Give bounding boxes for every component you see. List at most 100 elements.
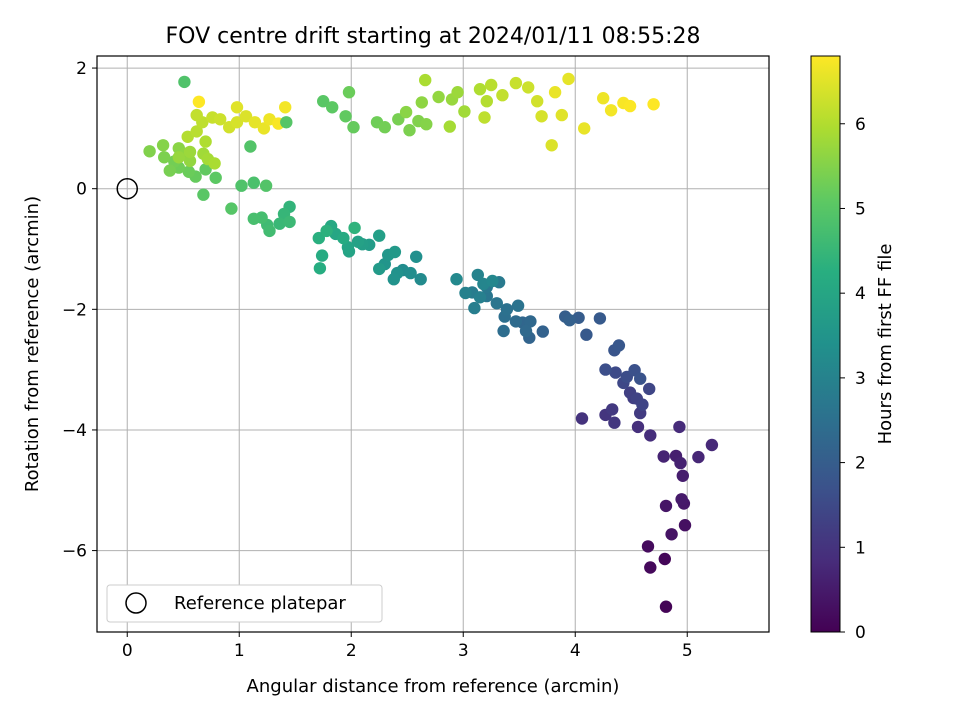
scatter-point [490, 297, 503, 310]
scatter-point [199, 163, 212, 176]
x-tick-label: 4 [570, 641, 581, 661]
scatter-point [208, 157, 221, 170]
x-tick-label: 2 [346, 641, 357, 661]
scatter-point [612, 339, 626, 352]
scatter-point [634, 372, 647, 385]
scatter-point [641, 540, 655, 553]
scatter-point [468, 301, 481, 315]
scatter-point [326, 101, 339, 114]
scatter-point [608, 416, 621, 429]
scatter-point [496, 89, 509, 102]
reference-marker [116, 177, 138, 200]
scatter-point [178, 75, 191, 89]
scatter-point [659, 600, 673, 613]
scatter-point [312, 231, 325, 245]
legend-marker-icon [125, 592, 147, 614]
colorbar-tick-label: 2 [855, 454, 866, 474]
scatter-point [545, 139, 558, 152]
scatter-point [403, 124, 416, 137]
colorbar-label: Hours from first FF file [875, 244, 896, 445]
scatter-point [373, 262, 386, 276]
scatter-point [458, 105, 471, 118]
scatter-point [500, 303, 514, 316]
scatter-point [705, 438, 719, 452]
scatter-point [158, 151, 171, 164]
legend-box [106, 584, 383, 623]
scatter-point [478, 111, 491, 124]
x-tick-label: 3 [458, 641, 469, 661]
scatter-point [443, 120, 456, 133]
scatter-point [631, 420, 645, 434]
colorbar-tick-label: 4 [855, 284, 866, 304]
legend: Reference platepar [106, 584, 383, 623]
x-axis-ticks: 0 1 2 3 4 5 [122, 632, 693, 661]
scatter-point [415, 96, 428, 109]
scatter-point [644, 429, 657, 442]
scatter-point [473, 83, 487, 96]
scatter-point [659, 499, 673, 513]
scatter-point [420, 118, 433, 131]
scatter-point [280, 116, 293, 129]
scatter-point [623, 99, 637, 113]
scatter-point [606, 403, 619, 416]
scatter-point [263, 224, 276, 238]
scatter-point [387, 273, 400, 286]
scatter-point [486, 274, 499, 288]
scatter-point [351, 235, 365, 248]
y-tick-label: −2 [62, 300, 87, 320]
scatter-point [163, 164, 176, 177]
scatter-point [599, 363, 612, 376]
scatter-point [511, 299, 525, 312]
scatter-point [473, 291, 487, 304]
scatter-point [536, 325, 549, 338]
scatter-point [209, 171, 222, 184]
scatter-point [450, 273, 463, 286]
x-axis-label: Angular distance from reference (arcmin) [247, 676, 620, 697]
y-axis-label: Rotation from reference (arcmin) [22, 196, 43, 492]
colorbar-gradient [810, 55, 841, 633]
scatter-point [239, 110, 253, 123]
scatter-point [609, 366, 622, 379]
scatter-point [658, 552, 671, 566]
scatter-point [172, 151, 185, 164]
grid-lines [97, 56, 769, 632]
scatter-point [342, 86, 356, 99]
scatter-point [348, 221, 361, 235]
scatter-point [692, 450, 705, 464]
colorbar-ticks: 0 1 2 3 4 5 6 [840, 115, 866, 643]
scatter-point [580, 328, 593, 341]
scatter-point [451, 86, 464, 99]
scatter-point [419, 73, 432, 87]
scatter-point [320, 224, 333, 238]
scatter-point [190, 125, 203, 138]
scatter-point [604, 104, 618, 117]
scatter-point [593, 312, 607, 325]
y-tick-label: 0 [76, 180, 87, 200]
scatter-point [480, 95, 493, 108]
scatter-point [675, 493, 688, 506]
legend-label: Reference platepar [174, 593, 346, 614]
scatter-point [485, 78, 498, 92]
scatter-point [392, 113, 405, 126]
scatter-point [676, 469, 689, 482]
y-tick-label: 2 [76, 59, 87, 79]
scatter-point [247, 176, 260, 189]
scatter-point [644, 561, 657, 574]
colorbar-tick-label: 5 [855, 199, 866, 219]
scatter-point [197, 188, 210, 201]
scatter-point [665, 528, 678, 541]
scatter-point [519, 324, 533, 338]
scatter-point [657, 450, 670, 463]
scatter-point [509, 315, 523, 328]
scatter-point [199, 135, 212, 148]
scatter-point [247, 212, 260, 225]
colorbar-tick-label: 0 [855, 623, 866, 643]
y-tick-label: −4 [62, 421, 87, 441]
scatter-point [257, 122, 271, 135]
scatter-point [315, 249, 329, 262]
scatter-point [337, 231, 350, 245]
plot-frame [96, 55, 770, 633]
scatter-point [399, 105, 413, 119]
scatter-point [225, 202, 238, 215]
